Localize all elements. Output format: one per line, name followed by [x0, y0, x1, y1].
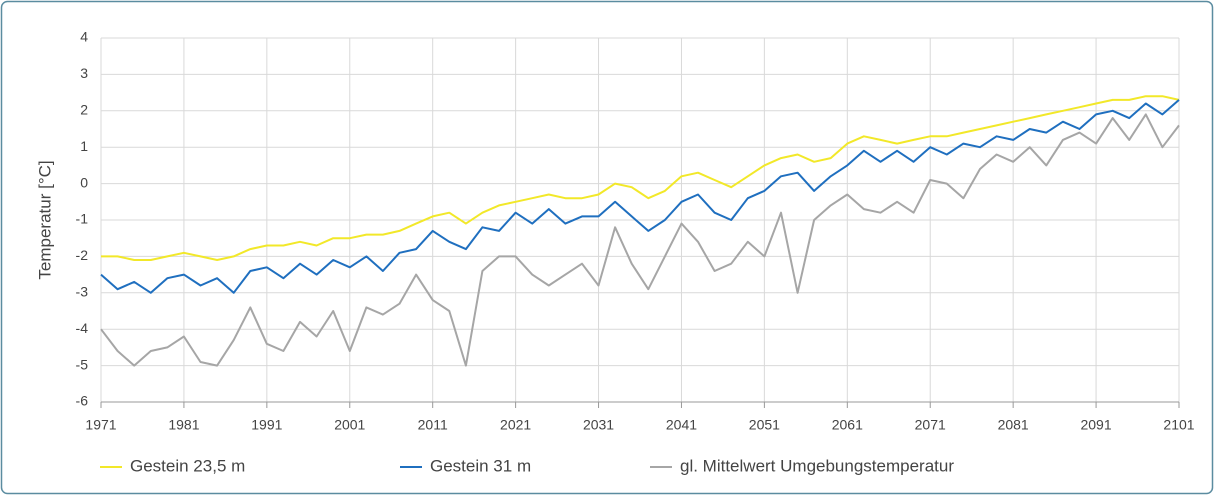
- x-tick-label: 2041: [666, 417, 697, 433]
- series-line: [100, 113, 1180, 367]
- x-tick-label: 1991: [251, 417, 282, 433]
- y-tick-label: -1: [76, 211, 89, 227]
- x-tick-label: 2021: [500, 417, 531, 433]
- x-tick-label: 2101: [1163, 417, 1194, 433]
- x-tick-label: 2001: [334, 417, 365, 433]
- y-tick-label: -2: [76, 247, 89, 263]
- x-tick-label: 1981: [168, 417, 199, 433]
- x-tick-label: 2031: [583, 417, 614, 433]
- x-tick-label: 2071: [915, 417, 946, 433]
- series-line: [100, 99, 1180, 294]
- y-axis-title: Temperatur [°C]: [35, 160, 54, 279]
- x-tick-label: 2081: [998, 417, 1029, 433]
- series-line: [101, 95, 1180, 261]
- y-tick-label: 4: [80, 29, 88, 45]
- legend-text: Gestein 23,5 m: [130, 456, 245, 475]
- y-tick-label: 0: [80, 174, 88, 190]
- y-tick-label: -3: [76, 284, 89, 300]
- y-tick-label: -5: [76, 356, 89, 372]
- y-tick-label: 2: [80, 102, 88, 118]
- y-tick-label: -4: [76, 320, 89, 336]
- y-tick-label: 3: [80, 65, 88, 81]
- x-tick-label: 2061: [832, 417, 863, 433]
- y-tick-label: -6: [76, 393, 89, 409]
- legend-text: Gestein 31 m: [430, 456, 531, 475]
- x-tick-label: 1971: [85, 417, 116, 433]
- x-tick-label: 2091: [1080, 417, 1111, 433]
- legend-text: gl. Mittelwert Umgebungstemperatur: [680, 456, 954, 475]
- y-tick-label: 1: [80, 138, 88, 154]
- x-tick-label: 2051: [749, 417, 780, 433]
- x-tick-label: 2011: [418, 417, 448, 433]
